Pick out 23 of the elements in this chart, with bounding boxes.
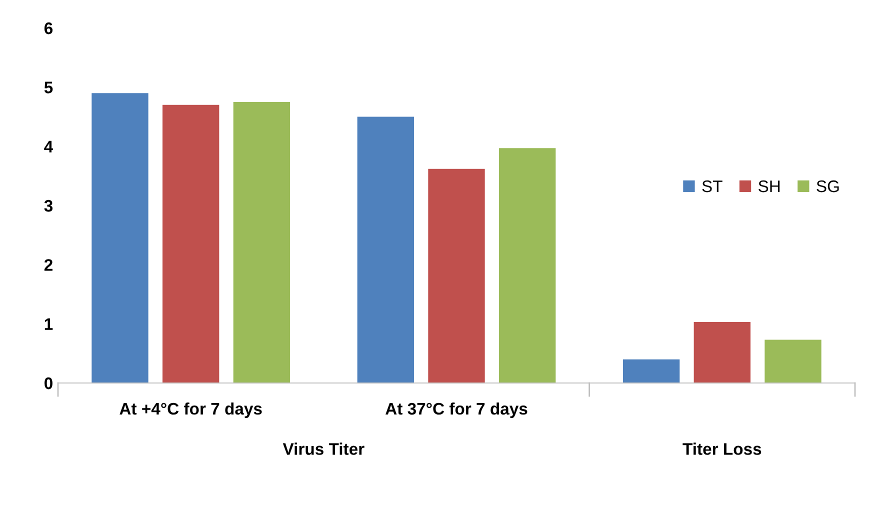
y-tick-label: 5: [44, 82, 53, 94]
bar: [764, 340, 822, 383]
legend-label: ST: [702, 180, 722, 192]
x-tick-label: At 37°C for 7 days: [386, 402, 528, 418]
bar: [622, 359, 680, 383]
bar: [499, 148, 556, 383]
bar: [233, 102, 290, 383]
bar: [428, 168, 485, 383]
y-tick-label: 2: [44, 259, 52, 271]
y-tick-label: 3: [44, 200, 53, 212]
y-tick-label: 4: [44, 140, 54, 152]
text: Virus Titer: [282, 442, 364, 455]
bar: [694, 322, 751, 383]
y-tick-label: 0: [44, 377, 52, 390]
legend-label: SH: [758, 180, 780, 192]
bar: [357, 116, 414, 383]
legend-label: SG: [816, 180, 839, 192]
y-tick-label: 1: [44, 318, 53, 330]
x-tick-label: At +4°C for 7 days: [120, 402, 262, 418]
text: Titer Loss: [682, 442, 762, 455]
y-tick-label: 6: [44, 22, 53, 34]
bar: [92, 93, 148, 383]
bar: [162, 104, 220, 383]
